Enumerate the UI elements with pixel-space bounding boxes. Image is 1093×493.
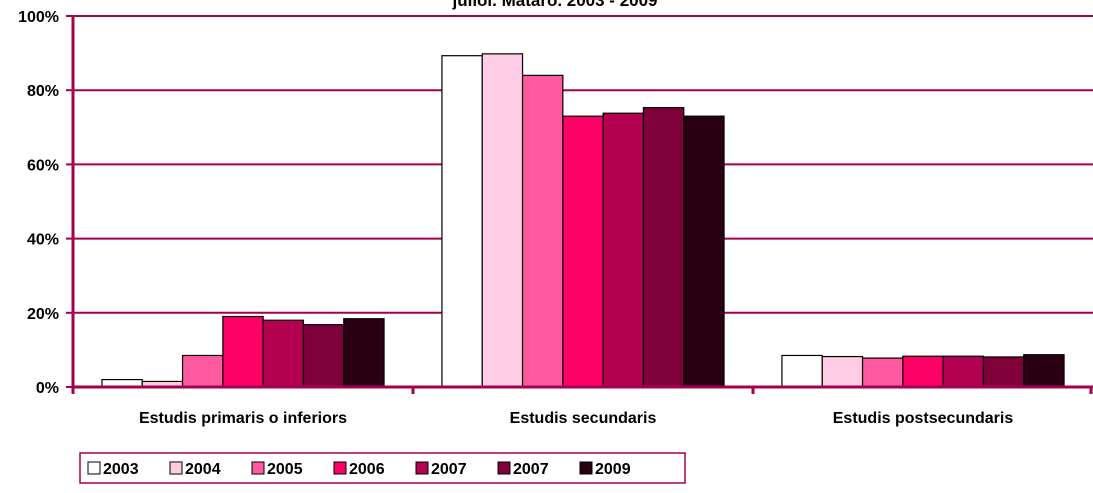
bar bbox=[481, 53, 524, 388]
legend-swatch bbox=[169, 461, 183, 475]
legend-label: 2009 bbox=[595, 461, 631, 478]
y-tick-label: 80% bbox=[27, 83, 59, 100]
legend-swatch bbox=[579, 461, 593, 475]
bar bbox=[262, 319, 305, 388]
bar bbox=[821, 355, 864, 388]
bar bbox=[222, 315, 264, 388]
bar bbox=[441, 55, 483, 388]
y-axis-ticks: 0% 20% 40% 60% 80% 100% bbox=[18, 9, 73, 397]
y-tick-label: 60% bbox=[27, 157, 59, 174]
bar bbox=[781, 354, 823, 388]
bar bbox=[902, 355, 944, 388]
bar bbox=[1023, 354, 1065, 388]
axes bbox=[71, 16, 1093, 394]
bar bbox=[181, 354, 224, 388]
bar bbox=[861, 357, 904, 388]
y-tick-label: 40% bbox=[27, 232, 59, 249]
legend-label: 2003 bbox=[103, 461, 139, 478]
legend-label: 2007 bbox=[431, 461, 467, 478]
bar bbox=[521, 74, 564, 388]
legend: 2003 2004 2005 2006 2007 2007 2009 bbox=[79, 452, 686, 484]
bar bbox=[683, 115, 725, 388]
bar bbox=[602, 112, 645, 388]
legend-label: 2005 bbox=[267, 461, 303, 478]
legend-swatch bbox=[87, 461, 101, 475]
bar bbox=[302, 324, 345, 388]
bars bbox=[101, 53, 1065, 388]
legend-swatch bbox=[251, 461, 265, 475]
legend-label: 2006 bbox=[349, 461, 385, 478]
legend-swatch bbox=[415, 461, 429, 475]
legend-label: 2004 bbox=[185, 461, 221, 478]
bar bbox=[343, 318, 385, 388]
x-category-label: Estudis primaris o inferiors bbox=[139, 410, 347, 427]
bar bbox=[642, 107, 685, 388]
legend-swatch bbox=[333, 461, 347, 475]
y-tick-label: 100% bbox=[18, 9, 59, 26]
y-tick-label: 0% bbox=[36, 380, 59, 397]
x-category-label: Estudis secundaris bbox=[510, 410, 657, 427]
legend-swatch bbox=[497, 461, 511, 475]
bar bbox=[562, 115, 604, 388]
chart-title: juliol. Mataró. 2003 - 2009 bbox=[451, 0, 657, 10]
y-tick-label: 20% bbox=[27, 306, 59, 323]
x-axis-categories: Estudis primaris o inferiors Estudis secu… bbox=[139, 410, 1013, 427]
legend-label: 2007 bbox=[513, 461, 549, 478]
bar bbox=[982, 356, 1025, 388]
bar bbox=[942, 355, 985, 388]
x-category-label: Estudis postsecundaris bbox=[833, 410, 1014, 427]
